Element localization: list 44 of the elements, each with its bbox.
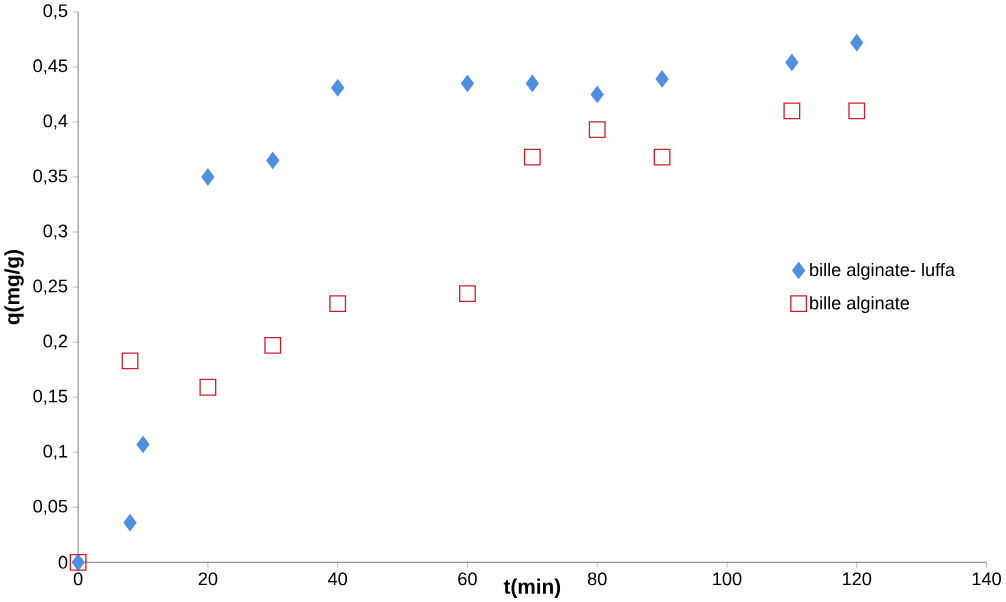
point bbox=[329, 295, 347, 312]
point bbox=[783, 102, 801, 120]
point bbox=[459, 285, 476, 302]
x-axis-title: t(min) bbox=[503, 578, 561, 598]
y-axis-title: q(mg/g) bbox=[4, 249, 24, 325]
y-tick-label: 0,05 bbox=[33, 499, 68, 515]
x-tick-label: 0 bbox=[73, 572, 83, 586]
point bbox=[525, 74, 539, 92]
point bbox=[653, 148, 671, 166]
y-tick-label: 0,25 bbox=[33, 279, 68, 295]
x-tick-label: 40 bbox=[327, 572, 348, 586]
x-tick-label: 140 bbox=[972, 572, 1001, 586]
point bbox=[331, 79, 345, 97]
point bbox=[590, 85, 604, 103]
y-tick-label: 0,5 bbox=[43, 4, 68, 20]
point bbox=[785, 53, 799, 71]
y-tick-label: 0,35 bbox=[33, 169, 68, 185]
point bbox=[121, 352, 139, 370]
y-tick-label: 0,1 bbox=[43, 444, 68, 460]
point bbox=[201, 168, 215, 186]
point bbox=[655, 70, 669, 88]
y-tick-label: 0,4 bbox=[43, 114, 68, 130]
y-tick-label: 0,3 bbox=[43, 224, 68, 240]
x-tick-label: 60 bbox=[458, 572, 477, 586]
point bbox=[123, 514, 137, 531]
y-tick-label: 0 bbox=[58, 555, 68, 569]
legend-label: bille alginate- luffa bbox=[810, 262, 955, 280]
x-tick-label: 100 bbox=[713, 572, 742, 586]
x-tick-label: 20 bbox=[198, 572, 218, 586]
point bbox=[588, 121, 606, 138]
point bbox=[848, 102, 866, 120]
x-tick-label: 80 bbox=[587, 572, 607, 586]
point bbox=[264, 336, 282, 354]
point bbox=[136, 435, 150, 453]
point bbox=[266, 151, 280, 169]
y-tick-label: 0,15 bbox=[33, 389, 68, 405]
point bbox=[850, 34, 864, 51]
point bbox=[523, 148, 541, 166]
y-tick-label: 0,2 bbox=[43, 334, 68, 350]
legend-label: bille alginate bbox=[810, 296, 910, 313]
point bbox=[460, 74, 474, 92]
x-tick-label: 120 bbox=[842, 572, 872, 586]
y-tick-label: 0,45 bbox=[33, 59, 68, 75]
point bbox=[199, 378, 217, 396]
